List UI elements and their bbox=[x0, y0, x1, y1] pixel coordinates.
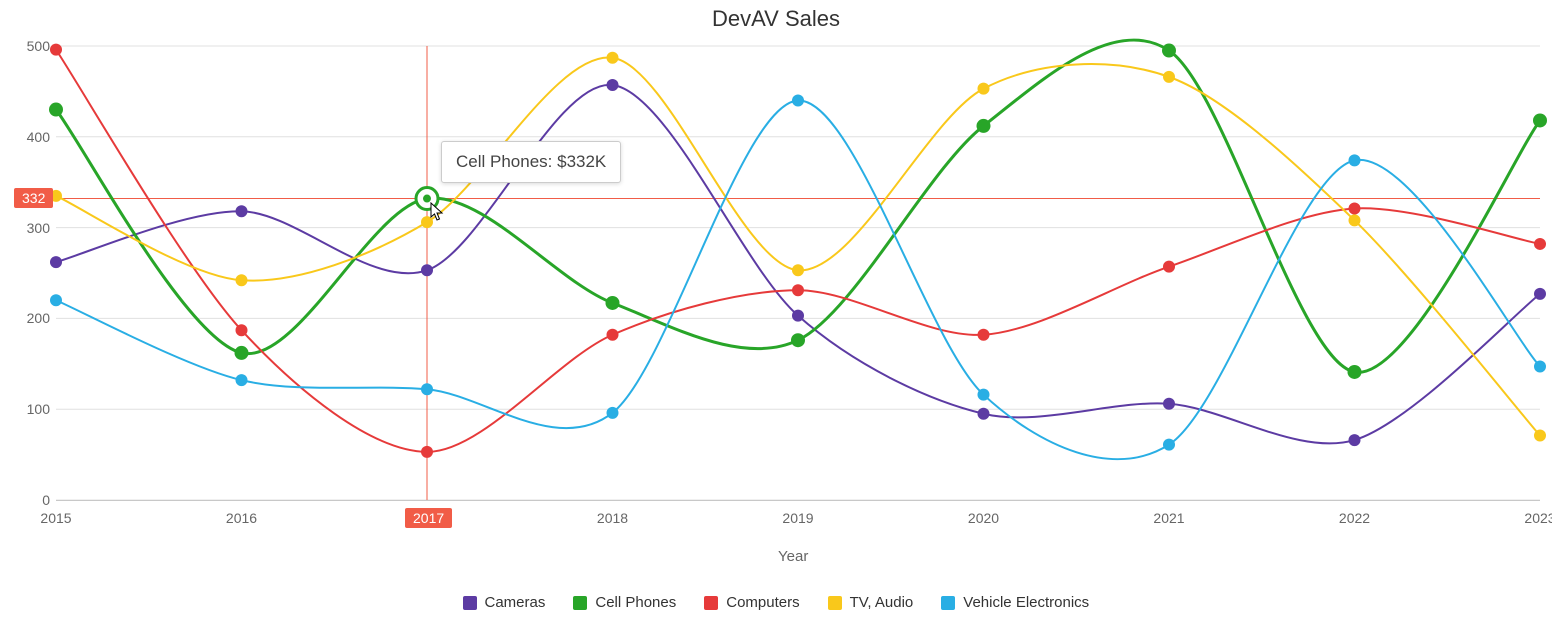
series-marker[interactable] bbox=[421, 383, 433, 395]
series-line bbox=[56, 58, 1540, 436]
x-tick-label: 2023 bbox=[1524, 510, 1552, 526]
legend-swatch-icon bbox=[463, 596, 477, 610]
series-marker[interactable] bbox=[236, 205, 248, 217]
series-marker[interactable] bbox=[50, 44, 62, 56]
legend-item[interactable]: TV, Audio bbox=[828, 594, 914, 611]
series-marker[interactable] bbox=[421, 264, 433, 276]
legend-item[interactable]: Vehicle Electronics bbox=[941, 594, 1089, 611]
y-tick-label: 500 bbox=[22, 38, 50, 54]
series-marker[interactable] bbox=[607, 407, 619, 419]
legend-label: Cameras bbox=[485, 594, 546, 611]
series-marker[interactable] bbox=[1162, 44, 1176, 58]
crosshair-x-badge: 2017 bbox=[405, 508, 452, 528]
x-tick-label: 2021 bbox=[1153, 510, 1184, 526]
x-tick-label: 2016 bbox=[226, 510, 257, 526]
series-marker[interactable] bbox=[1534, 430, 1546, 442]
y-tick-label: 400 bbox=[22, 129, 50, 145]
series-marker[interactable] bbox=[49, 103, 63, 117]
series-marker[interactable] bbox=[1163, 439, 1175, 451]
x-tick-label: 2019 bbox=[782, 510, 813, 526]
series-marker[interactable] bbox=[236, 274, 248, 286]
x-tick-label: 2015 bbox=[40, 510, 71, 526]
series-marker[interactable] bbox=[1349, 434, 1361, 446]
series-line bbox=[56, 100, 1540, 459]
x-tick-label: 2022 bbox=[1339, 510, 1370, 526]
legend-swatch-icon bbox=[941, 596, 955, 610]
legend: Cameras Cell Phones Computers TV, Audio Vehi… bbox=[463, 594, 1090, 611]
plot-area[interactable] bbox=[0, 0, 1552, 624]
series-marker[interactable] bbox=[978, 389, 990, 401]
series-marker[interactable] bbox=[50, 294, 62, 306]
series-marker[interactable] bbox=[792, 310, 804, 322]
legend-swatch-icon bbox=[704, 596, 718, 610]
hover-marker-dot bbox=[423, 195, 431, 203]
legend-item[interactable]: Computers bbox=[704, 594, 799, 611]
series-marker[interactable] bbox=[421, 446, 433, 458]
series-marker[interactable] bbox=[1533, 113, 1547, 127]
series-marker[interactable] bbox=[791, 333, 805, 347]
y-tick-label: 300 bbox=[22, 220, 50, 236]
y-tick-label: 0 bbox=[22, 492, 50, 508]
legend-label: Vehicle Electronics bbox=[963, 594, 1089, 611]
series-marker[interactable] bbox=[1348, 365, 1362, 379]
y-tick-label: 100 bbox=[22, 401, 50, 417]
legend-item[interactable]: Cell Phones bbox=[573, 594, 676, 611]
series-marker[interactable] bbox=[235, 346, 249, 360]
series-marker[interactable] bbox=[50, 256, 62, 268]
series-marker[interactable] bbox=[977, 119, 991, 133]
legend-item[interactable]: Cameras bbox=[463, 594, 546, 611]
x-tick-label: 2020 bbox=[968, 510, 999, 526]
series-marker[interactable] bbox=[236, 324, 248, 336]
tooltip: Cell Phones: $332K bbox=[441, 141, 621, 183]
series-marker[interactable] bbox=[792, 94, 804, 106]
series-marker[interactable] bbox=[978, 329, 990, 341]
legend-swatch-icon bbox=[828, 596, 842, 610]
series-marker[interactable] bbox=[1349, 154, 1361, 166]
y-tick-label: 200 bbox=[22, 310, 50, 326]
series-marker[interactable] bbox=[1163, 71, 1175, 83]
series-line bbox=[56, 85, 1540, 444]
crosshair-y-badge: 332 bbox=[14, 188, 53, 208]
legend-label: Cell Phones bbox=[595, 594, 676, 611]
chart-container: { "title": "DevAV Sales", "title_fontsiz… bbox=[0, 0, 1552, 624]
series-marker[interactable] bbox=[978, 83, 990, 95]
series-marker[interactable] bbox=[1534, 288, 1546, 300]
series-marker[interactable] bbox=[607, 52, 619, 64]
series-line bbox=[56, 40, 1540, 372]
series-marker[interactable] bbox=[1534, 361, 1546, 373]
legend-label: Computers bbox=[726, 594, 799, 611]
series-marker[interactable] bbox=[606, 296, 620, 310]
series-marker[interactable] bbox=[1534, 238, 1546, 250]
series-marker[interactable] bbox=[607, 79, 619, 91]
series-marker[interactable] bbox=[1163, 261, 1175, 273]
series-marker[interactable] bbox=[792, 264, 804, 276]
x-axis-label: Year bbox=[778, 548, 808, 565]
series-marker[interactable] bbox=[792, 284, 804, 296]
series-marker[interactable] bbox=[607, 329, 619, 341]
series-marker[interactable] bbox=[1349, 214, 1361, 226]
series-marker[interactable] bbox=[1163, 398, 1175, 410]
series-line bbox=[56, 50, 1540, 452]
series-marker[interactable] bbox=[421, 216, 433, 228]
x-tick-label: 2018 bbox=[597, 510, 628, 526]
series-marker[interactable] bbox=[978, 408, 990, 420]
legend-swatch-icon bbox=[573, 596, 587, 610]
series-marker[interactable] bbox=[236, 374, 248, 386]
series-marker[interactable] bbox=[1349, 203, 1361, 215]
legend-label: TV, Audio bbox=[850, 594, 914, 611]
